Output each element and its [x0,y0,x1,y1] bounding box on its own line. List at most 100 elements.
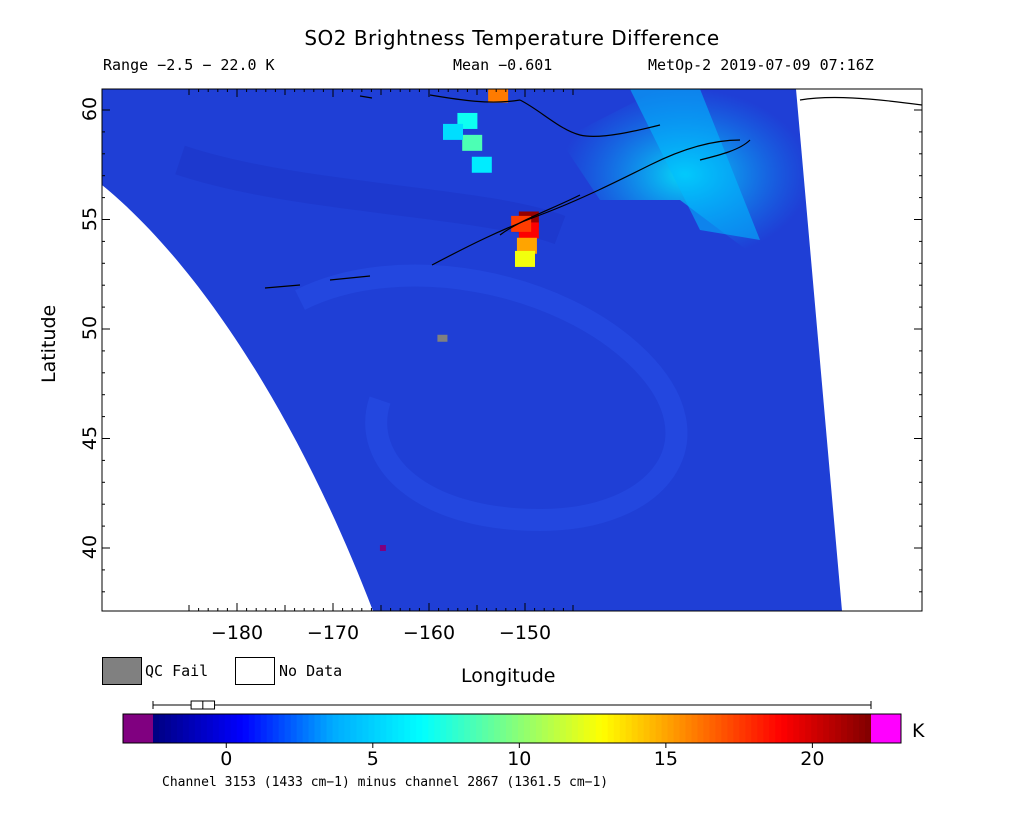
colorbar-step [428,714,435,743]
plume-cell [462,134,483,151]
colorbar-step [314,714,322,743]
colorbar-step [212,714,220,743]
colorbar-step [458,714,465,743]
colorbar-step [667,714,675,743]
colorbar-step [302,714,310,743]
colorbar-step [476,714,483,743]
qc-fail-swatch [102,657,142,685]
x-tick-marks [188,89,574,611]
x-tick-label: −170 [306,622,360,644]
colorbar-step [206,714,214,743]
no-data-label: No Data [279,662,343,680]
colorbar-step [368,714,375,743]
colorbar-step [470,714,477,743]
colorbar-step [434,714,441,743]
plume-cell [488,89,509,103]
colorbar [122,713,902,748]
colorbar-step [673,714,681,743]
colorbar-step [823,714,830,743]
plume-cell [443,123,463,140]
colorbar-step [362,714,369,743]
colorbar-step [248,714,256,743]
colorbar-step [541,714,549,743]
colorbar-step [727,714,734,743]
colorbar-step [787,714,794,743]
colorbar-step [517,714,525,743]
colorbar-step [637,714,645,743]
colorbar-step [254,714,262,743]
colorbar-step [535,714,543,743]
colorbar-step [176,714,184,743]
colorbar-over [871,714,901,743]
colorbar-step [709,714,717,743]
colorbar-tick-label: 20 [800,748,825,770]
colorbar-step [769,714,776,743]
satellite-timestamp: MetOp-2 2019-07-09 07:16Z [648,56,874,74]
colorbar-step [781,714,788,743]
qc-fail-cell [314,536,325,544]
colorbar-step [847,714,854,743]
colorbar-step [500,714,507,743]
colorbar-under [123,714,153,743]
colorbar-tick-label: 10 [507,748,532,770]
colorbar-step [446,714,453,743]
colorbar-step [260,714,268,743]
colorbar-step [482,714,489,743]
colorbar-step [649,714,657,743]
colorbar-step [512,714,519,743]
colorbar-step [506,714,513,743]
colorbar-step [416,714,423,743]
colorbar-step [583,714,591,743]
colorbar-step [565,714,573,743]
colorbar-step [374,714,381,743]
colorbar-step [236,714,244,743]
colorbar-step [607,714,615,743]
chart-title: SO2 Brightness Temperature Difference [304,26,720,50]
colorbar-step [799,714,806,743]
colorbar-step [559,714,567,743]
colorbar-frame [122,713,902,744]
colorbar-step [452,714,459,743]
colorbar-step [805,714,812,743]
colorbar-step [739,714,746,743]
coastlines [264,94,922,289]
colorbar-step [404,714,411,743]
under-range-cell [379,545,386,551]
x-tick-label: −150 [498,622,552,644]
colorbar-step [865,714,872,743]
plume-cell [516,237,537,254]
range-text: Range −2.5 − 22.0 K [103,56,275,74]
mean-text: Mean −0.601 [453,56,553,74]
colorbar-step [601,714,609,743]
colorbar-step [494,714,501,743]
colorbar-step [859,714,866,743]
colorbar-step [392,714,399,743]
qc-fail-label: QC Fail [145,662,209,680]
colorbar-step [194,714,202,743]
plume-band-2 [630,89,760,240]
colorbar-tick-label: 15 [653,748,678,770]
channel-note: Channel 3153 (1433 cm−1) minus channel 2… [162,775,609,790]
value-boxplot [152,700,872,710]
colorbar-step [153,714,160,743]
colorbar-step [679,714,687,743]
colorbar-step [296,714,304,743]
plume-cell [471,156,492,173]
colorbar-step [272,714,280,743]
y-tick-label: 50 [79,315,101,341]
colorbar-step [619,714,627,743]
no-data-swatch [235,657,275,685]
y-tick-label: 60 [79,96,101,122]
colorbar-step [218,714,226,743]
colorbar-step [817,714,824,743]
colorbar-step [398,714,405,743]
y-axis-label: Latitude [38,304,60,383]
colorbar-step [326,714,334,743]
colorbar-tick-label: 0 [220,748,233,770]
colorbar-step [691,714,699,743]
y-tick-label: 45 [79,425,101,450]
colorbar-step [751,714,758,743]
colorbar-step [332,714,340,743]
colorbar-step [320,714,328,743]
